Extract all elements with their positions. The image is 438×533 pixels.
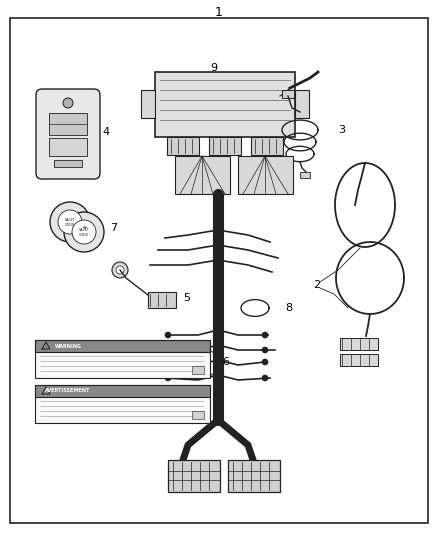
Text: 2: 2 [313, 280, 320, 290]
Text: 5: 5 [183, 293, 190, 303]
Bar [35, 385, 210, 397]
Text: 9: 9 [210, 63, 217, 73]
Circle shape [112, 262, 128, 278]
Text: 1: 1 [215, 5, 223, 19]
Bar [49, 138, 87, 156]
Text: VALET: VALET [64, 218, 75, 222]
Bar [251, 137, 283, 155]
Text: CODE: CODE [65, 223, 75, 227]
Text: 6: 6 [222, 357, 229, 367]
Bar [35, 340, 210, 378]
Circle shape [262, 375, 268, 381]
Circle shape [297, 99, 307, 109]
Circle shape [143, 99, 153, 109]
Text: 8: 8 [285, 303, 292, 313]
Bar [228, 460, 280, 492]
Circle shape [165, 359, 171, 365]
Text: 7: 7 [110, 223, 117, 233]
Bar [192, 411, 204, 419]
FancyBboxPatch shape [36, 89, 100, 179]
Circle shape [50, 202, 90, 242]
Bar [340, 354, 378, 366]
Circle shape [262, 347, 268, 353]
Text: CODE: CODE [79, 233, 89, 237]
Circle shape [165, 375, 171, 381]
Text: AVERTISSEMENT: AVERTISSEMENT [45, 389, 91, 393]
Bar [175, 156, 230, 194]
Circle shape [64, 212, 104, 252]
Bar [168, 460, 220, 492]
Text: +: + [81, 225, 87, 231]
Circle shape [58, 210, 82, 234]
Bar [340, 338, 378, 350]
Bar [155, 72, 295, 137]
Circle shape [116, 266, 124, 274]
Text: VALET: VALET [78, 228, 89, 232]
Circle shape [262, 332, 268, 338]
Bar [282, 90, 294, 98]
Text: 4: 4 [102, 127, 109, 137]
Bar [209, 137, 241, 155]
Circle shape [63, 98, 73, 108]
Circle shape [262, 359, 268, 365]
Bar [167, 137, 199, 155]
Bar [141, 90, 155, 118]
Bar [35, 385, 210, 423]
Bar [295, 90, 309, 118]
Circle shape [165, 347, 171, 353]
Text: WARNING: WARNING [54, 343, 81, 349]
Bar [54, 160, 82, 167]
Bar [300, 172, 310, 178]
Circle shape [165, 332, 171, 338]
Bar [35, 340, 210, 352]
Circle shape [72, 220, 96, 244]
Bar [238, 156, 293, 194]
Bar [148, 292, 176, 308]
Bar [192, 366, 204, 374]
Bar [49, 113, 87, 135]
Text: 3: 3 [338, 125, 345, 135]
